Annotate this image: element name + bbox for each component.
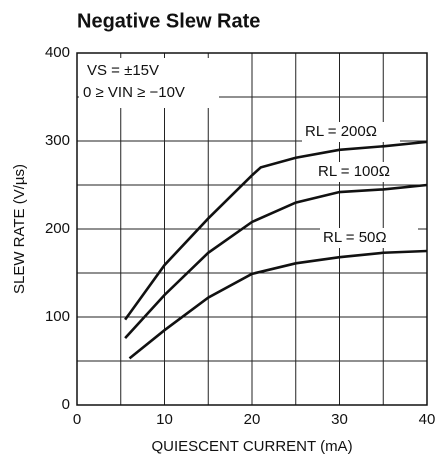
label-bg <box>302 122 400 142</box>
y-tick-label: 0 <box>62 396 70 413</box>
y-tick-label: 200 <box>45 220 70 237</box>
annotation: 0 ≥ VIN ≥ −10V <box>83 84 185 101</box>
series-label: RL = 200Ω <box>305 123 377 140</box>
y-axis-label: SLEW RATE (V/µs) <box>11 164 28 294</box>
y-tick-label: 100 <box>45 308 70 325</box>
x-tick-label: 0 <box>73 411 81 428</box>
series-line <box>128 249 428 360</box>
series-label: RL = 50Ω <box>323 229 387 246</box>
annotation: VS = ±15V <box>87 62 159 79</box>
chart-title: Negative Slew Rate <box>77 10 260 32</box>
x-tick-label: 30 <box>331 411 348 428</box>
label-bg <box>315 162 413 182</box>
x-tick-label: 40 <box>419 411 436 428</box>
y-tick-label: 400 <box>45 44 70 61</box>
series-label: RL = 100Ω <box>318 163 390 180</box>
plot-frame <box>76 52 428 406</box>
series-line <box>124 183 428 339</box>
x-tick-label: 10 <box>156 411 173 428</box>
annotation-box <box>79 58 219 108</box>
y-tick-label: 300 <box>45 132 70 149</box>
label-bg <box>320 228 418 248</box>
series-line <box>124 140 428 321</box>
x-tick-label: 20 <box>244 411 261 428</box>
x-axis-label: QUIESCENT CURRENT (mA) <box>151 438 352 455</box>
